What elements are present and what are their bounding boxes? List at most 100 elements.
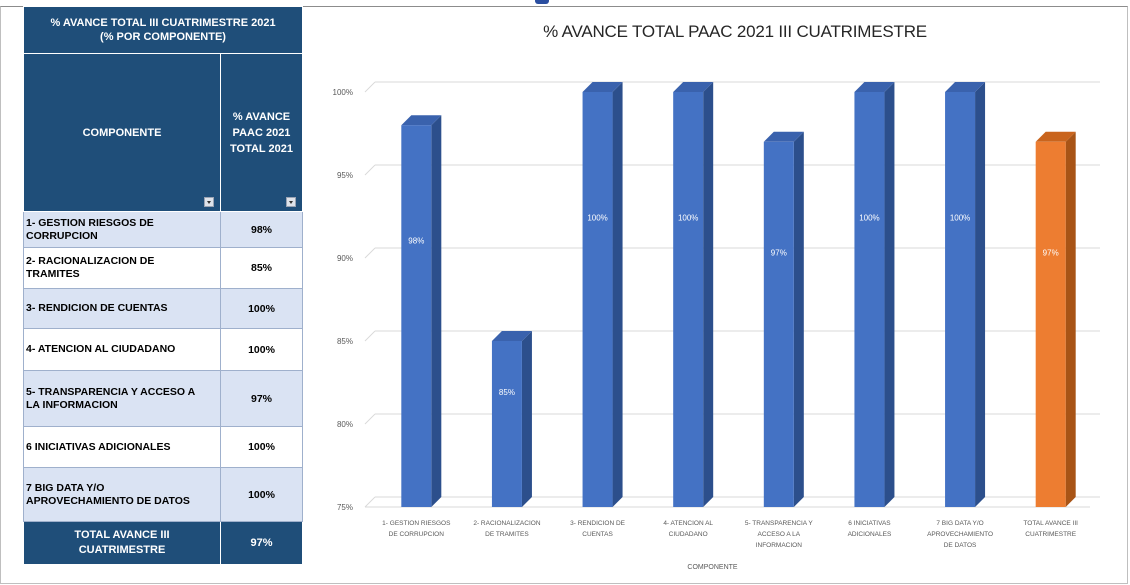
bar	[673, 92, 704, 507]
column-header-avance-label: % AVANCE PAAC 2021 TOTAL 2021	[221, 109, 302, 157]
bar-side	[1065, 131, 1076, 508]
chart-title: % AVANCE TOTAL PAAC 2021 III CUATRIMESTR…	[543, 22, 927, 41]
bar	[401, 125, 432, 507]
row-name-line1: 1- GESTION RIESGOS DE	[26, 216, 154, 229]
bar	[854, 92, 885, 507]
bar-top	[945, 82, 986, 92]
row-value: 85%	[220, 247, 303, 289]
bar-top	[1035, 131, 1076, 142]
row-name-line2: APROVECHAMIENTO DE DATOS	[26, 494, 190, 507]
bar-side	[521, 331, 532, 507]
x-tick-label: 6 INICIATIVAS	[848, 520, 891, 527]
bar	[491, 341, 522, 507]
total-label-line1: TOTAL AVANCE III	[74, 529, 170, 541]
filter-dropdown-icon[interactable]	[286, 197, 296, 207]
data-label: 100%	[859, 214, 879, 223]
gridline-diagonal	[364, 164, 376, 176]
column-header-componente-label: COMPONENTE	[82, 126, 162, 139]
x-tick-label: 1- GESTION RIESGOS	[382, 520, 451, 527]
data-label: 85%	[499, 388, 515, 397]
progress-table: % AVANCE TOTAL III CUATRIMESTRE 2021 (% …	[23, 6, 303, 565]
column-header-componente: COMPONENTE	[23, 53, 221, 212]
row-name-line1: 3- RENDICION DE CUENTAS	[26, 302, 168, 314]
table-total-row: TOTAL AVANCE III CUATRIMESTRE 97%	[23, 521, 303, 565]
column-header-avance-line2: PAAC 2021	[232, 126, 291, 139]
row-component-name: 6 INICIATIVAS ADICIONALES	[23, 426, 221, 468]
filter-dropdown-icon[interactable]	[204, 197, 214, 207]
column-header-avance-line1: % AVANCE	[232, 110, 291, 123]
y-tick-label: 90%	[337, 254, 353, 263]
data-label: 97%	[1043, 248, 1059, 257]
row-name-line1: 2- RACIONALIZACION DE	[26, 255, 155, 267]
row-component-name: 7 BIG DATA Y/O APROVECHAMIENTO DE DATOS	[23, 467, 221, 522]
y-tick-label: 80%	[337, 420, 353, 429]
y-tick-label: 85%	[337, 337, 353, 346]
table-title: % AVANCE TOTAL III CUATRIMESTRE 2021 (% …	[23, 6, 303, 54]
bar-top	[401, 115, 442, 126]
y-tick-label: 75%	[337, 503, 353, 512]
gridline-diagonal	[364, 247, 376, 259]
bar-side	[793, 131, 804, 508]
x-tick-label: 5- TRANSPARENCIA Y	[745, 520, 814, 527]
row-name-line1: 7 BIG DATA Y/O	[26, 481, 105, 494]
x-tick-label: CUATRIMESTRE	[1025, 531, 1076, 538]
x-tick-label: DE TRAMITES	[485, 531, 529, 538]
gridline-diagonal	[364, 81, 376, 93]
bar	[763, 141, 794, 508]
data-label: 100%	[950, 214, 970, 223]
slide-frame	[0, 6, 1128, 584]
x-tick-label: APROVECHAMIENTO	[927, 531, 993, 538]
row-name-line1: 5- TRANSPARENCIA Y ACCESO A	[26, 385, 196, 398]
x-tick-label: DE CORRUPCION	[389, 531, 445, 538]
bar-side	[703, 82, 714, 507]
bar	[582, 92, 613, 507]
x-tick-label: 3- RENDICION DE	[570, 520, 626, 527]
x-tick-label: ACCESO A LA	[757, 531, 800, 538]
bar-top	[763, 131, 804, 142]
bar-side	[975, 82, 986, 507]
row-component-name: 5- TRANSPARENCIA Y ACCESO A LA INFORMACIO…	[23, 370, 221, 427]
x-tick-label: DE DATOS	[944, 542, 977, 549]
row-name-line1: 4- ATENCION AL CIUDADANO	[26, 343, 176, 355]
bar-side	[431, 115, 442, 507]
table-row: 5- TRANSPARENCIA Y ACCESO A LA INFORMACIO…	[23, 370, 303, 427]
table-header-row: COMPONENTE % AVANCE PAAC 2021 TOTAL 2021	[23, 53, 303, 212]
bar-top	[854, 82, 895, 92]
y-tick-label: 100%	[333, 88, 353, 97]
gridline-diagonal	[364, 330, 376, 342]
table-title-line2: (% POR COMPONENTE)	[100, 31, 226, 43]
x-tick-label: CIUDADANO	[669, 531, 708, 538]
x-tick-label: 2- RACIONALIZACION	[473, 520, 540, 527]
row-name-line1: 6 INICIATIVAS ADICIONALES	[26, 440, 171, 453]
bar-top	[491, 331, 532, 341]
gridline-diagonal	[364, 496, 376, 508]
row-name-line2: LA INFORMACION	[26, 398, 118, 411]
row-name-line2: TRAMITES	[26, 268, 80, 280]
row-component-name: 3- RENDICION DE CUENTAS	[23, 288, 221, 329]
table-title-row: % AVANCE TOTAL III CUATRIMESTRE 2021 (% …	[23, 6, 303, 54]
total-label-line2: CUATRIMESTRE	[78, 544, 166, 556]
table-row: 3- RENDICION DE CUENTAS 100%	[23, 288, 303, 329]
row-name-line2: CORRUPCION	[26, 229, 98, 242]
bar-chart: 75% 80% 85% 90% 95% 100% 98% 1- GESTION RIESGOS…	[333, 81, 1100, 571]
x-axis-title: COMPONENTE	[687, 564, 738, 571]
data-label: 98%	[408, 237, 424, 246]
data-label: 100%	[678, 214, 698, 223]
table-row: 1- GESTION RIESGOS DE CORRUPCION 98%	[23, 211, 303, 248]
row-value: 98%	[220, 211, 303, 248]
row-component-name: 2- RACIONALIZACION DE TRAMITES	[23, 247, 221, 289]
bar	[1035, 141, 1066, 508]
x-tick-label: ADICIONALES	[848, 531, 892, 538]
column-header-avance-line3: TOTAL 2021	[230, 142, 293, 155]
table-row: 4- ATENCION AL CIUDADANO 100%	[23, 328, 303, 371]
total-label: TOTAL AVANCE III CUATRIMESTRE	[23, 521, 221, 565]
table-row: 7 BIG DATA Y/O APROVECHAMIENTO DE DATOS 1…	[23, 467, 303, 522]
x-tick-label: TOTAL AVANCE III	[1023, 520, 1078, 527]
row-value: 100%	[220, 467, 303, 522]
data-label: 100%	[587, 214, 607, 223]
bar	[945, 92, 976, 507]
bar-side	[612, 82, 623, 507]
x-tick-label: 7 BIG DATA Y/O	[936, 520, 983, 527]
x-tick-label: 4- ATENCION AL	[663, 520, 713, 527]
row-component-name: 4- ATENCION AL CIUDADANO	[23, 328, 221, 371]
